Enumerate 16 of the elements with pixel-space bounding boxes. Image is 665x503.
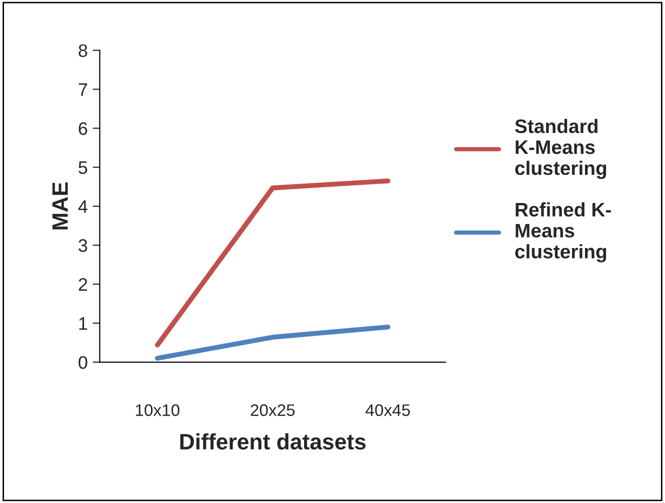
legend-label: Refined K- Means clustering	[515, 202, 611, 262]
legend-label: Standard K-Means clustering	[515, 118, 606, 179]
y-tick-label: 3	[78, 239, 88, 252]
y-tick-label: 4	[78, 200, 88, 213]
x-tick-label: 10x10	[136, 404, 180, 416]
y-tick-label: 5	[78, 161, 88, 174]
x-tick-label: 40x45	[366, 404, 410, 416]
y-axis-title: MAE	[52, 182, 68, 230]
y-tick-label: 2	[78, 278, 88, 291]
x-axis-title: Different datasets	[180, 433, 366, 450]
x-tick-label: 20x25	[250, 404, 295, 416]
y-tick-label: 7	[78, 83, 88, 96]
y-tick-label: 8	[78, 44, 88, 58]
y-tick-label: 1	[79, 317, 88, 330]
y-tick-label: 0	[78, 356, 88, 369]
y-tick-label: 6	[78, 122, 88, 135]
